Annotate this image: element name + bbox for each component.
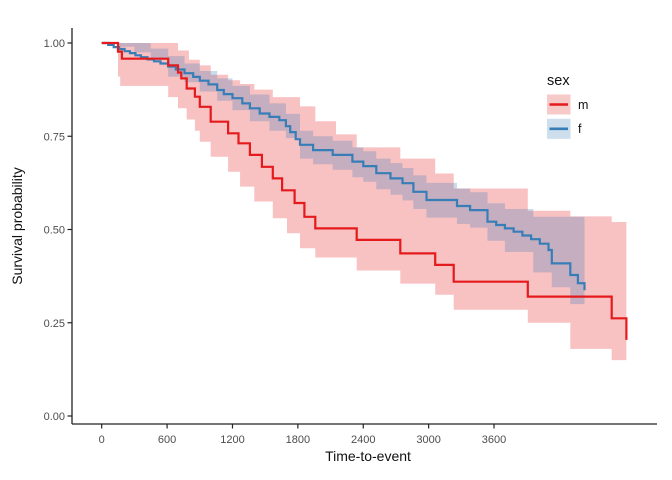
y-tick-label: 0.50 [44,225,65,237]
legend: sex m f [547,73,588,139]
legend-label-m: m [578,98,588,112]
legend-item-f: f [547,118,582,139]
legend-title: sex [547,73,570,89]
x-tick-label: 2400 [351,434,375,446]
survival-curves [101,41,628,340]
x-axis-title: Time-to-event [325,448,411,464]
x-tick-label: 1200 [220,434,244,446]
legend-item-m: m [547,94,588,115]
y-tick-label: 0.75 [44,131,65,143]
x-tick-label: 0 [99,434,105,446]
y-axis-title: Survival probability [9,167,25,285]
axes: 0 600 1200 1800 2400 3000 3600 1.00 0.75 0.50 0.25… [44,28,657,446]
x-tick-label: 600 [158,434,176,446]
y-tick-label: 1.00 [44,38,65,50]
ci-band-m [101,43,627,379]
x-tick-label: 3600 [482,434,506,446]
legend-label-f: f [578,122,582,136]
y-tick-label: 0.00 [44,411,65,423]
x-tick-label: 3000 [416,434,440,446]
survival-curve-m [101,41,628,340]
x-tick-label: 1800 [286,434,310,446]
confidence-bands [101,43,627,379]
y-tick-label: 0.25 [44,318,65,330]
